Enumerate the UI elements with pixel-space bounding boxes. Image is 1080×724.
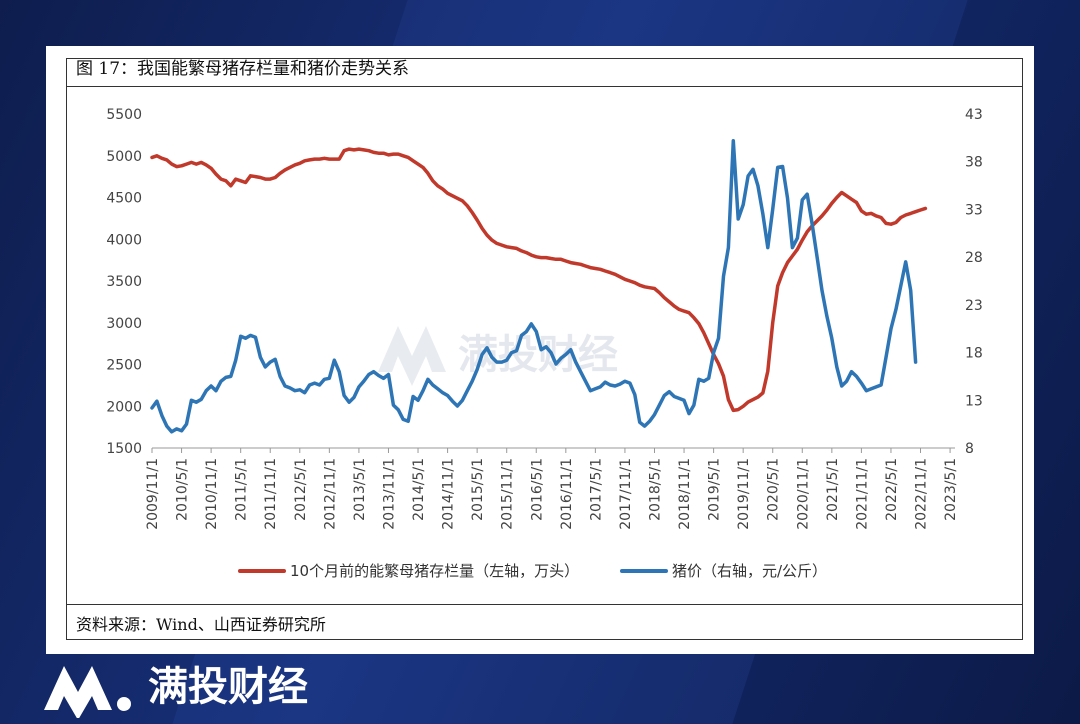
brand-name: 满投财经 [148, 664, 308, 710]
figure-frame [66, 58, 1023, 640]
legend: 10个月前的能繁母猪存栏量（左轴，万头） 猪价（右轴，元/公斤） [238, 562, 827, 580]
x-axis-tick-label: 2017/11/1 [618, 458, 634, 530]
x-axis-tick-label: 2016/5/1 [529, 458, 545, 521]
right-axis-tick-label: 23 [965, 298, 983, 314]
x-axis-tick-label: 2022/5/1 [884, 458, 900, 521]
right-axis-tick-label: 43 [965, 107, 983, 123]
left-axis-tick-label: 5500 [106, 107, 142, 123]
x-axis-tick-label: 2012/5/1 [293, 458, 309, 521]
x-axis-tick-label: 2012/11/1 [322, 458, 338, 530]
brand-footer: 满投财经 [40, 656, 460, 718]
x-axis-tick-label: 2021/5/1 [825, 458, 841, 521]
legend-label-sows: 10个月前的能繁母猪存栏量（左轴，万头） [290, 562, 579, 580]
right-axis-tick-label: 18 [965, 346, 983, 362]
left-axis-tick-label: 4500 [106, 191, 142, 207]
left-axis-tick-label: 3000 [106, 316, 142, 332]
x-axis-tick-label: 2010/5/1 [175, 458, 191, 521]
x-axis-tick-label: 2018/5/1 [647, 458, 663, 521]
figure-source: 资料来源：Wind、山西证券研究所 [76, 615, 326, 634]
x-axis-tick-label: 2017/5/1 [588, 458, 604, 521]
x-axis-tick-label: 2018/11/1 [677, 458, 693, 530]
x-axis-tick-label: 2021/11/1 [854, 458, 870, 530]
right-axis-tick-label: 33 [965, 202, 983, 218]
left-axis-tick-label: 1500 [106, 441, 142, 457]
title-divider [66, 86, 1023, 87]
x-axis-tick-label: 2016/11/1 [559, 458, 575, 530]
axes: 1500 2000 2500 3000 3500 4000 4500 5000 5500 8 13 1… [106, 107, 982, 530]
x-axis-tick-label: 2014/11/1 [441, 458, 457, 530]
right-axis-tick-label: 28 [965, 250, 983, 266]
x-axis-tick-label: 2015/11/1 [500, 458, 516, 530]
x-axis-tick-label: 2013/11/1 [381, 458, 397, 530]
left-axis-tick-label: 2000 [106, 399, 142, 415]
x-axis-tick-label: 2011/11/1 [263, 458, 279, 530]
series-line-sows [150, 147, 928, 413]
x-axis-tick-label: 2013/5/1 [352, 458, 368, 521]
x-axis-tick-label: 2020/11/1 [795, 458, 811, 530]
x-axis-tick-label: 2019/11/1 [736, 458, 752, 530]
watermark-logo-icon [378, 326, 446, 386]
x-axis-tick-label: 2020/5/1 [766, 458, 782, 521]
left-axis-tick-label: 4000 [106, 232, 142, 248]
left-axis-tick-label: 2500 [106, 358, 142, 374]
x-axis-tick-label: 2014/5/1 [411, 458, 427, 521]
series-line-price [150, 138, 918, 434]
left-axis-tick-label: 3500 [106, 274, 142, 290]
x-axis-tick-label: 2015/5/1 [470, 458, 486, 521]
legend-label-price: 猪价（右轴，元/公斤） [672, 562, 827, 580]
series-layer [150, 138, 928, 434]
x-axis-tick-label: 2023/5/1 [943, 458, 959, 521]
x-axis-tick-label: 2010/11/1 [204, 458, 220, 530]
left-axis-tick-label: 5000 [106, 149, 142, 165]
x-axis-tick-label: 2019/5/1 [707, 458, 723, 521]
source-divider [66, 604, 1023, 605]
right-axis-tick-label: 13 [965, 393, 983, 409]
figure-title: 图 17：我国能繁母猪存栏量和猪价走势关系 [76, 59, 410, 79]
right-axis-tick-label: 8 [965, 441, 974, 457]
right-axis-tick-label: 38 [965, 155, 983, 171]
x-axis-tick-label: 2009/11/1 [145, 458, 161, 530]
x-axis-tick-label: 2022/11/1 [914, 458, 930, 530]
brand-logo-icon [44, 666, 131, 718]
x-axis-tick-label: 2011/5/1 [234, 458, 250, 521]
